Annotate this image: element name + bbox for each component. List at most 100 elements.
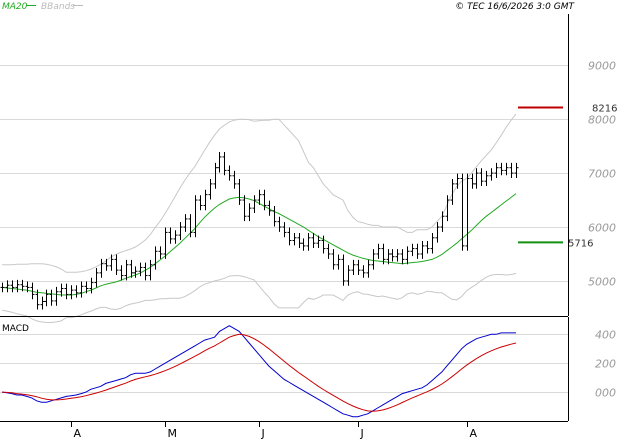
price-bar bbox=[79, 281, 84, 298]
price-bar bbox=[30, 282, 35, 300]
price-bar bbox=[321, 235, 326, 254]
price-bar bbox=[292, 232, 297, 246]
price-bar bbox=[504, 162, 509, 176]
price-bar bbox=[282, 222, 287, 238]
price-bar bbox=[40, 296, 45, 310]
price-bar bbox=[44, 289, 49, 307]
price-bar bbox=[227, 165, 232, 181]
price-bar bbox=[262, 189, 267, 211]
price-bar bbox=[232, 170, 237, 189]
price-bar bbox=[99, 258, 104, 278]
price-bar bbox=[173, 230, 178, 244]
price-bar bbox=[346, 265, 351, 286]
price-bar bbox=[489, 168, 494, 181]
macd-panel-title: MACD bbox=[2, 324, 29, 334]
macd-y-axis-labels: 000 200 400 bbox=[595, 329, 616, 400]
price-bar bbox=[430, 232, 435, 254]
price-bar bbox=[470, 173, 475, 189]
price-bar bbox=[213, 162, 218, 189]
price-bar bbox=[410, 243, 415, 257]
price-bar bbox=[94, 268, 99, 288]
price-bar bbox=[15, 279, 20, 293]
price-bar bbox=[484, 170, 489, 187]
price-bar bbox=[435, 222, 440, 243]
price-bar bbox=[356, 259, 361, 276]
price-bar bbox=[188, 214, 193, 238]
price-bar bbox=[415, 243, 420, 259]
price-bar bbox=[84, 281, 89, 294]
legend-ma20-swatch bbox=[26, 5, 36, 6]
price-bar bbox=[242, 195, 247, 222]
price-bar bbox=[336, 254, 341, 270]
price-bar bbox=[54, 286, 59, 306]
x-tick-label: J bbox=[360, 427, 364, 440]
price-bar bbox=[178, 222, 183, 240]
legend-bbands: BBands bbox=[41, 2, 75, 12]
price-bar bbox=[49, 289, 54, 306]
price-bar bbox=[35, 289, 40, 310]
price-bar bbox=[20, 279, 25, 292]
support-level-label: 5716 bbox=[568, 238, 593, 249]
price-bar bbox=[301, 238, 306, 251]
price-bar bbox=[267, 200, 272, 216]
price-bar bbox=[351, 259, 356, 276]
price-series bbox=[0, 113, 519, 323]
price-y-axis-labels: 5000 6000 7000 8000 9000 bbox=[588, 60, 616, 289]
price-bar bbox=[163, 227, 168, 259]
price-bar bbox=[114, 254, 119, 276]
price-bar bbox=[183, 214, 188, 232]
price-bar bbox=[277, 216, 282, 232]
price-bar bbox=[25, 281, 30, 293]
price-bar bbox=[119, 265, 124, 281]
price-bar bbox=[306, 232, 311, 251]
bollinger-lower-line bbox=[1, 272, 517, 323]
price-bar bbox=[148, 259, 153, 281]
x-tick-label: M bbox=[168, 427, 178, 440]
resistance-level-label: 8216 bbox=[592, 104, 617, 115]
price-bar bbox=[208, 179, 213, 200]
legend-bbands-swatch bbox=[73, 5, 83, 6]
price-bar bbox=[158, 246, 163, 259]
price-bar bbox=[455, 173, 460, 189]
price-bar bbox=[124, 259, 129, 281]
macd-signal-line bbox=[1, 333, 517, 412]
macd-y-tick-label: 200 bbox=[595, 358, 616, 371]
price-bar bbox=[64, 283, 69, 300]
price-bar bbox=[316, 235, 321, 249]
price-bar bbox=[297, 232, 302, 249]
price-bar bbox=[5, 280, 10, 293]
price-bar bbox=[366, 259, 371, 278]
price-bar bbox=[395, 249, 400, 262]
price-bar bbox=[499, 162, 504, 176]
macd-line bbox=[1, 325, 516, 418]
price-bar bbox=[138, 262, 143, 277]
macd-y-tick-label: 400 bbox=[595, 329, 616, 342]
price-y-tick-label: 7000 bbox=[588, 168, 616, 181]
price-bar bbox=[272, 205, 277, 227]
bollinger-upper-line bbox=[2, 113, 517, 273]
price-bar bbox=[376, 243, 381, 259]
price-bar bbox=[10, 280, 15, 293]
price-bar bbox=[143, 262, 148, 281]
x-tick-label: A bbox=[470, 427, 478, 440]
price-bar bbox=[133, 266, 138, 278]
copyright-text: © TEC 16/6/2026 3:0 GMT bbox=[455, 2, 575, 12]
price-bar bbox=[425, 241, 430, 254]
price-bar bbox=[104, 258, 109, 271]
price-bar bbox=[509, 162, 514, 178]
price-bar bbox=[69, 285, 74, 300]
price-bar bbox=[252, 195, 257, 213]
price-bar bbox=[479, 168, 484, 187]
price-y-tick-label: 6000 bbox=[588, 222, 616, 235]
price-bar bbox=[474, 168, 479, 189]
price-bar bbox=[153, 246, 158, 270]
price-bar bbox=[386, 249, 391, 265]
price-bar bbox=[89, 277, 94, 294]
price-bar bbox=[203, 189, 208, 211]
macd-grid bbox=[0, 334, 568, 393]
price-bar bbox=[193, 195, 198, 238]
price-bar bbox=[341, 254, 346, 286]
